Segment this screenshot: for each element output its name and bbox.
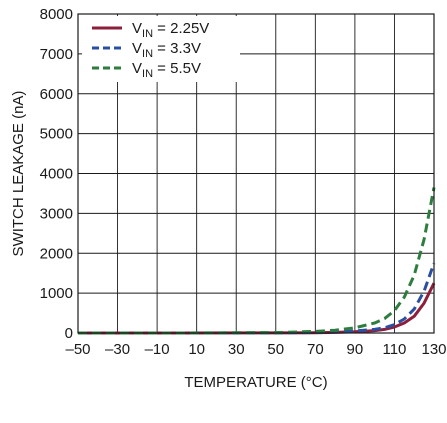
x-tick-label: 10 — [188, 341, 205, 358]
x-tick-label: 70 — [307, 341, 324, 358]
series-line-3 — [78, 187, 436, 335]
y-axis-tick-labels: 0 1000 2000 3000 4000 5000 6000 7000 8000 — [40, 6, 73, 342]
x-tick-label: 110 — [382, 341, 406, 358]
y-tick-label: 1000 — [40, 285, 73, 302]
series-lines — [78, 187, 436, 335]
plot-frame — [77, 13, 435, 334]
y-tick-label: 2000 — [40, 245, 73, 262]
y-tick-label: 8000 — [40, 6, 73, 23]
y-axis-label: SWITCH LEAKAGE (nA) — [10, 91, 27, 257]
x-tick-label: –10 — [145, 341, 170, 358]
legend-label: VIN = 3.3V — [132, 40, 201, 60]
x-tick-label: –50 — [65, 341, 90, 358]
legend-label: VIN = 2.25V — [132, 20, 209, 40]
y-tick-label: 5000 — [40, 126, 73, 143]
legend-label: VIN = 5.5V — [132, 60, 201, 80]
y-tick-label: 0 — [65, 325, 73, 342]
y-tick-label: 3000 — [40, 205, 73, 222]
y-tick-label: 7000 — [40, 46, 73, 63]
series-line-2 — [78, 262, 436, 335]
x-tick-label: 50 — [267, 341, 284, 358]
x-tick-label: 30 — [228, 341, 245, 358]
x-axis-label: TEMPERATURE (°C) — [184, 374, 327, 391]
y-tick-label: 6000 — [40, 86, 73, 103]
x-tick-label: –30 — [105, 341, 130, 358]
x-tick-label: 90 — [347, 341, 364, 358]
y-tick-label: 4000 — [40, 166, 73, 183]
series-line-1 — [78, 282, 436, 335]
x-tick-label: 130 — [421, 341, 446, 358]
x-axis-tick-labels: –50 –30 –10 10 30 50 70 90 110 130 — [65, 341, 446, 358]
